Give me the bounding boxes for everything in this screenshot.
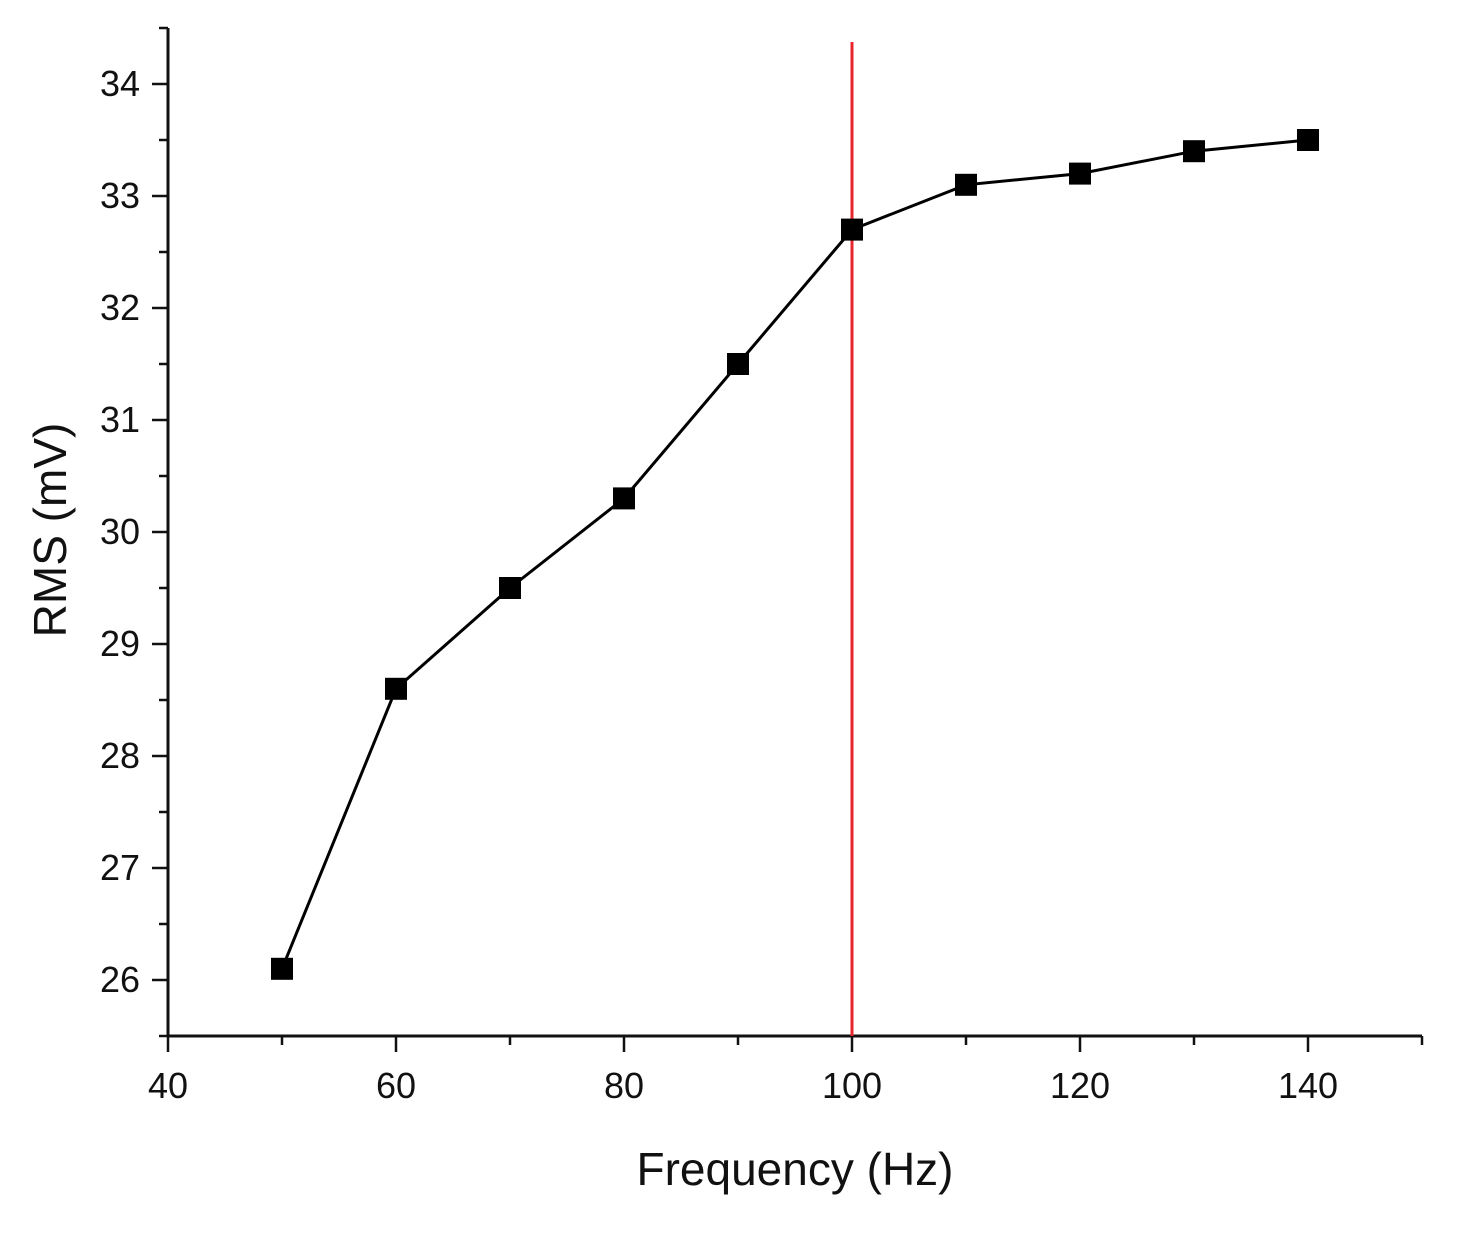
series-line	[280, 138, 1309, 970]
x-tick-label: 100	[822, 1065, 882, 1106]
y-tick-label: 33	[100, 175, 140, 216]
data-point-marker	[613, 487, 635, 510]
data-point-marker	[385, 677, 407, 700]
data-point-marker	[727, 353, 749, 375]
x-tick-label: 40	[148, 1065, 188, 1106]
data-point-marker	[1069, 162, 1091, 185]
y-axis-title: RMS (mV)	[24, 423, 76, 638]
x-tick-label: 140	[1278, 1065, 1338, 1106]
data-series	[271, 129, 1319, 980]
data-point-marker	[271, 957, 293, 980]
axis-labels: Frequency (Hz) RMS (mV)	[24, 423, 953, 1195]
data-point-marker	[1297, 129, 1319, 151]
x-axis-title: Frequency (Hz)	[637, 1143, 954, 1195]
y-tick-label: 30	[100, 511, 140, 552]
y-tick-label: 27	[100, 847, 140, 888]
x-tick-label: 60	[376, 1065, 416, 1106]
y-tick-label: 29	[100, 623, 140, 664]
y-tick-label: 26	[100, 959, 140, 1000]
y-tick-label: 34	[100, 63, 140, 104]
data-point-marker	[499, 577, 521, 599]
data-point-marker	[841, 218, 863, 241]
data-point-marker	[955, 173, 977, 196]
y-tick-label: 31	[100, 399, 140, 440]
y-tick-label: 32	[100, 287, 140, 328]
y-tick-label: 28	[100, 735, 140, 776]
axes: 40 60 80 100 120 140 26 27 28 29 30 31 32 33 34	[100, 26, 1424, 1106]
x-tick-label: 80	[604, 1065, 644, 1106]
x-tick-label: 120	[1050, 1065, 1110, 1106]
data-point-marker	[1183, 140, 1205, 163]
